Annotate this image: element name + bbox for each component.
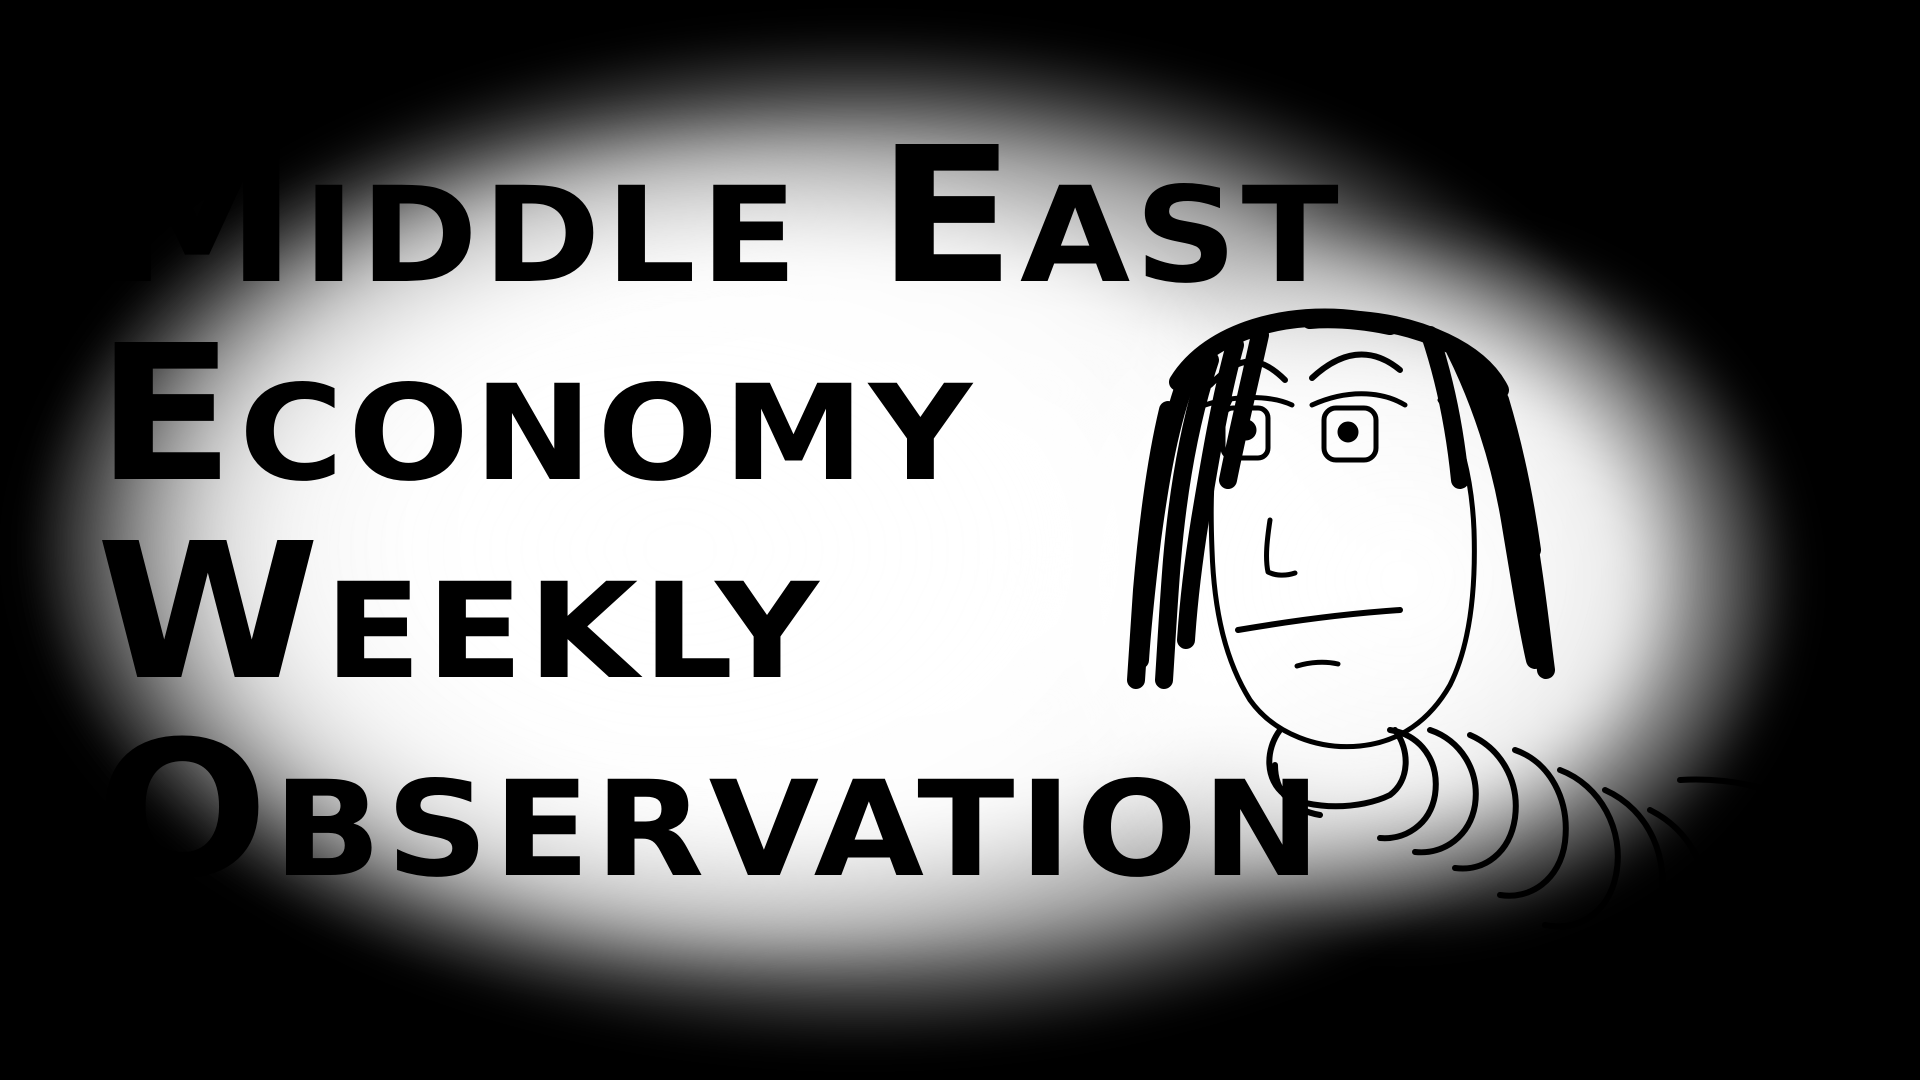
- mouth: [1235, 607, 1403, 633]
- title-line-3: Weekly: [96, 503, 823, 722]
- left-eye-icon: [1202, 395, 1295, 461]
- title-line-2: Economy: [96, 305, 977, 524]
- face-outline: [1208, 397, 1477, 750]
- neck-segments: [1266, 727, 1763, 1008]
- chin-line: [1294, 659, 1341, 669]
- page-title: Middle East Economy Weekly Observation: [96, 118, 1343, 910]
- left-eyebrow: [1207, 358, 1288, 388]
- title-line-1: Middle East: [96, 107, 1344, 326]
- nose: [1264, 517, 1298, 578]
- title-line-4: Observation: [96, 701, 1326, 920]
- hair-icon: [1127, 308, 1555, 689]
- right-eye-icon: [1309, 391, 1408, 463]
- cartoon-character-illustration: [1127, 308, 1763, 1008]
- right-eyebrow: [1309, 351, 1403, 381]
